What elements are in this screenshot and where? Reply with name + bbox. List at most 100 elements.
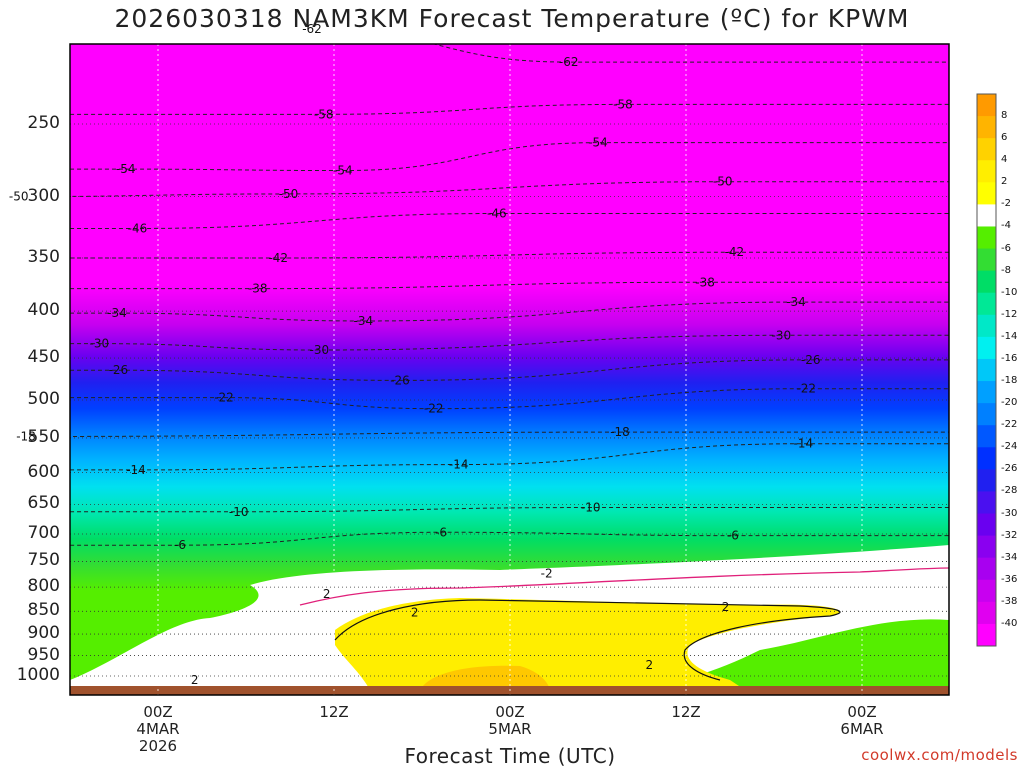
contour-label: 2 — [411, 606, 419, 620]
colorbar-swatch — [977, 601, 996, 625]
colorbar-swatch — [977, 447, 996, 470]
contour-label: -6 — [435, 525, 447, 539]
colorbar-swatch — [977, 491, 996, 515]
time-tick-text: 5MAR — [488, 720, 532, 738]
colorbar-swatch — [977, 513, 996, 537]
time-tick-text: 2026 — [138, 737, 178, 755]
contour-label: -50 — [9, 190, 29, 204]
above-freezing-zone — [335, 598, 840, 690]
colorbar-swatch — [977, 116, 996, 139]
colorbar-swatch — [977, 138, 996, 161]
isotherm-line — [70, 443, 949, 471]
colorbar-swatch — [977, 204, 996, 227]
colorbar — [976, 93, 997, 647]
warmest-zone — [420, 665, 550, 690]
contour-label: -62 — [302, 22, 322, 36]
x-axis-title: Forecast Time (UTC) — [404, 744, 616, 768]
contour-label: -6 — [174, 538, 186, 552]
colorbar-label: 6 — [1001, 132, 1008, 144]
contour-label: 2 — [191, 673, 199, 687]
colorbar-swatch — [977, 579, 996, 603]
contour-label: -30 — [310, 343, 330, 357]
two-degree-contour — [334, 599, 841, 681]
contour-label: 2 — [646, 658, 654, 672]
pressure-tick-label: 950 — [27, 644, 60, 665]
colorbar-label: 4 — [1001, 154, 1008, 166]
isotherm-line — [70, 142, 949, 172]
colorbar-label: -14 — [1001, 330, 1018, 342]
colorbar-label: -36 — [1001, 573, 1018, 585]
contour-label: -26 — [801, 353, 821, 367]
contour-label: -14 — [449, 458, 469, 472]
contour-label: -58 — [314, 107, 334, 121]
time-tick-label: 12Z — [646, 704, 726, 721]
plot-frame — [69, 43, 950, 696]
time-tick-label: 00Z 6MAR — [822, 704, 902, 738]
time-tick-text: 6MAR — [840, 720, 884, 738]
colorbar-label: -22 — [1001, 419, 1018, 431]
colorbar-label: -30 — [1001, 507, 1018, 519]
colorbar-label: 8 — [1001, 110, 1008, 122]
colorbar-swatch — [977, 358, 996, 382]
colorbar-swatch — [977, 403, 996, 426]
isotherm-line — [431, 44, 949, 63]
colorbar-label: -26 — [1001, 463, 1018, 475]
contour-label: -26 — [109, 363, 129, 377]
colorbar-swatch — [977, 336, 996, 360]
isotherm-line — [70, 281, 949, 290]
time-tick-label: 00Z 4MAR 2026 — [118, 704, 198, 755]
contour-label: -26 — [390, 373, 410, 387]
contour-label: -62 — [559, 55, 579, 69]
time-tick-text: 00Z — [495, 703, 525, 721]
contour-label: -54 — [116, 162, 136, 176]
pressure-tick-label: 750 — [27, 550, 60, 571]
isotherm-line — [70, 334, 949, 351]
pressure-tick-label: 250 — [27, 113, 60, 133]
contour-label: -18 — [16, 430, 36, 444]
pressure-tick-label: 1000 — [16, 665, 60, 685]
contour-label: -22 — [214, 391, 234, 405]
contour-label: -54 — [333, 164, 353, 178]
colorbar-swatch — [977, 182, 996, 205]
colorbar-label: -8 — [1001, 264, 1011, 276]
source-credit[interactable]: coolwx.com/models — [861, 746, 1018, 764]
colorbar-label: -34 — [1001, 551, 1018, 563]
isotherm-line — [70, 301, 949, 322]
contour-labels: -62-62-58-58-54 -54-54-50 -50-50-46-46-42-… — [9, 22, 821, 687]
contour-label: -18 — [610, 425, 630, 439]
colorbar-swatch — [977, 226, 996, 250]
pressure-tick-label: 500 — [27, 389, 60, 409]
colorbar-swatch — [977, 557, 996, 581]
isotherm-line — [70, 531, 949, 546]
time-tick-label: 12Z — [294, 704, 374, 721]
contour-label: -58 — [613, 97, 633, 111]
pressure-tick-label: 350 — [27, 246, 60, 267]
contour-label: -34 — [786, 295, 806, 309]
time-tick-label: 00Z 5MAR — [470, 704, 550, 738]
pressure-tick-label: 300 — [27, 185, 60, 206]
pressure-tick-label: 850 — [27, 600, 60, 621]
chart-title: 2026030318 NAM3KM Forecast Temperature (… — [114, 4, 910, 33]
time-tick-text: 12Z — [671, 703, 701, 721]
contour-label: -50 — [279, 187, 299, 201]
time-tick-text: 00Z — [847, 703, 877, 721]
contour-label: -38 — [695, 275, 715, 289]
isotherm-lines — [70, 44, 949, 546]
contour-label: -42 — [268, 251, 288, 265]
colorbar-label: -16 — [1001, 352, 1018, 364]
colorbar-label: -28 — [1001, 485, 1018, 497]
isotherm-line — [70, 388, 949, 410]
contour-label: -10 — [581, 501, 601, 515]
time-tick-text: 4MAR — [136, 720, 180, 738]
colorbar-swatch — [977, 623, 996, 647]
ground-surface — [70, 686, 949, 695]
freezing-contour — [299, 567, 950, 606]
isotherm-line — [70, 103, 949, 115]
colorbar-swatch — [977, 425, 996, 448]
colorbar-swatch — [977, 469, 996, 492]
pressure-tick-label: 650 — [27, 493, 60, 514]
pressure-tick-label: 400 — [27, 300, 60, 321]
time-tick-text: 12Z — [319, 703, 349, 721]
contour-label: 2 — [722, 600, 730, 614]
colorbar-swatch — [977, 292, 996, 316]
